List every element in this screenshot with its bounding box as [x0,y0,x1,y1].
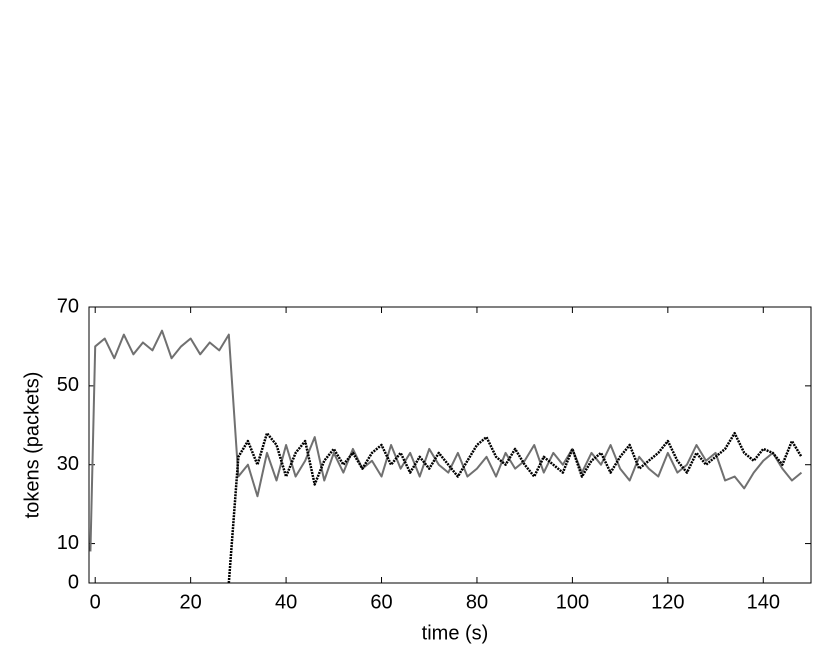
x-tick-label: 120 [651,591,684,613]
x-tick-label: 60 [370,591,392,613]
series-line [227,431,803,584]
x-tick-label: 20 [180,591,202,613]
y-tick-label: 0 [68,571,79,593]
x-tick-label: 140 [747,591,780,613]
x-tick-label: 40 [275,591,297,613]
x-tick-label: 80 [466,591,488,613]
y-tick-label: 10 [57,532,79,554]
y-tick-label: 30 [57,453,79,475]
series-line [89,329,803,552]
x-axis-label: time (s) [422,622,489,644]
y-tick-label: 50 [57,374,79,396]
plot-frame [88,306,812,584]
x-tick-label: 0 [90,591,101,613]
x-tick-label: 100 [556,591,589,613]
y-axis-label: tokens (packets) [21,372,43,519]
y-tick-label: 70 [57,295,79,317]
